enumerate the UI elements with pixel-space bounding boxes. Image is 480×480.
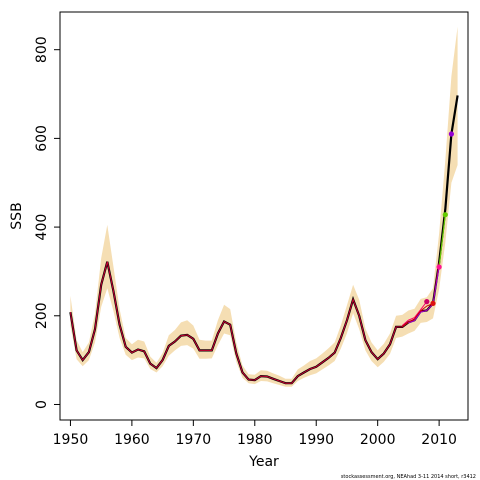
terminal-point	[448, 131, 454, 137]
x-tick-label: 1950	[53, 432, 89, 448]
terminal-point	[442, 212, 448, 218]
x-tick-label: 1960	[114, 432, 150, 448]
y-tick-label: 200	[34, 302, 50, 329]
plot-frame	[59, 11, 469, 421]
terminal-point	[430, 300, 436, 306]
y-tick-label: 800	[34, 36, 50, 63]
confidence-band-layer	[70, 26, 458, 387]
ssb-estimate-line	[69, 95, 459, 385]
footnote: stockassessment.org, NEAhad 3-11 2014 sh…	[341, 474, 476, 480]
x-axis-title: Year	[248, 454, 279, 470]
x-tick-label: 2000	[360, 432, 396, 448]
retro-peel-line	[401, 301, 428, 326]
retro-overlay-line	[69, 261, 440, 384]
terminal-point	[424, 299, 430, 305]
x-tick-label: 1990	[298, 432, 334, 448]
x-tick-label: 1970	[176, 432, 212, 448]
y-tick-label: 600	[34, 125, 50, 152]
y-axis-title: SSB	[9, 202, 25, 229]
y-tick-label: 0	[34, 400, 50, 409]
confidence-band	[70, 26, 458, 387]
retro-peel-line	[438, 214, 446, 268]
x-tick-label: 1980	[237, 432, 273, 448]
terminal-points-layer	[424, 131, 454, 306]
axes-layer: 1950 1960 1970 1980 1990 2000 2010 0 200 400 600 80…	[34, 36, 457, 448]
x-tick-label: 2010	[421, 432, 457, 448]
retro-peel-line	[408, 266, 440, 324]
terminal-point	[436, 264, 442, 270]
retro-peel-line	[402, 302, 434, 327]
y-tick-label: 400	[34, 214, 50, 241]
estimate-line-layer	[69, 95, 459, 385]
